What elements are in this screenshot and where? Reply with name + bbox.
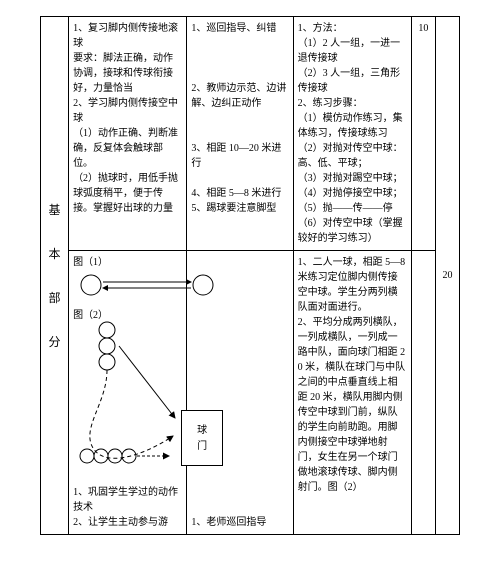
section-label: 基 本 部 分 (41, 17, 69, 535)
r1-time2: 20 (435, 17, 459, 535)
goal-box: 球 门 (181, 410, 223, 466)
r2-c1-tail: 1、巩固学生学过的动作技术 2、让学生主动参与游 (73, 485, 182, 530)
figure-1-svg (73, 270, 228, 310)
figure-1-label: 图（1） (73, 255, 182, 270)
r1-col2: 1、巡回指导、纠错 2、教师边示范、边讲解、边纠正动作 3、相距 10—20 米… (187, 17, 293, 251)
document-page: 基 本 部 分 1、复习脚内侧传接地滚球 要求：脚法正确，动作协调，接球和传球衔… (0, 0, 500, 566)
r2-col3: 1、二人一球，相距 5—8 米练习定位脚内侧传接空中球。学生分两列横队面对面进行… (293, 251, 411, 535)
r1-time1: 10 (411, 17, 435, 251)
diagram-area: 图（2） (73, 270, 182, 485)
r2-time1 (411, 251, 435, 535)
r1-col1: 1、复习脚内侧传接地滚球 要求：脚法正确，动作协调，接球和传球衔接好，力量恰当 … (69, 17, 187, 251)
r2-col1: 图（1） (69, 251, 187, 535)
lesson-table: 基 本 部 分 1、复习脚内侧传接地滚球 要求：脚法正确，动作协调，接球和传球衔… (40, 16, 460, 535)
r1-col3: 1、方法： （1）2 人一组，一进一退传接球 （2）3 人一组，三角形传接球 2… (293, 17, 411, 251)
